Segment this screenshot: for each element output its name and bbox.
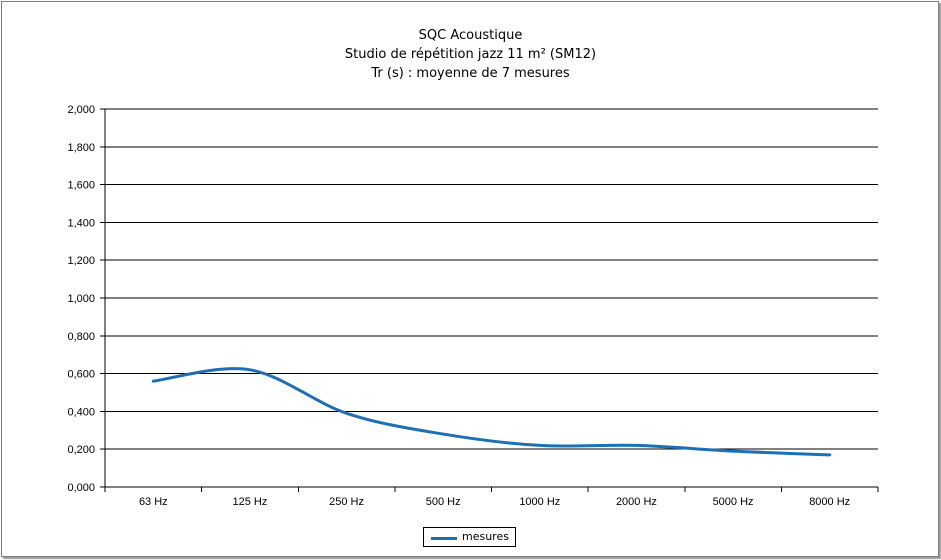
legend-swatch bbox=[431, 537, 457, 540]
x-tick-label: 125 Hz bbox=[233, 496, 268, 508]
y-tick-label: 0,000 bbox=[67, 482, 95, 494]
x-tick-label: 2000 Hz bbox=[616, 496, 657, 508]
x-tick-label: 1000 Hz bbox=[519, 496, 560, 508]
y-tick-label: 1,000 bbox=[67, 293, 95, 305]
y-tick-label: 2,000 bbox=[67, 104, 95, 116]
series-line-mesures bbox=[151, 367, 832, 457]
y-tick-label: 0,800 bbox=[67, 331, 95, 343]
x-tick-label: 8000 Hz bbox=[809, 496, 850, 508]
y-tick-label: 1,400 bbox=[67, 217, 95, 229]
chart-subtitle: Studio de répétition jazz 11 m² (SM12) bbox=[344, 47, 597, 62]
x-tick-label: 5000 Hz bbox=[713, 496, 754, 508]
chart-title: SQC Acoustique bbox=[418, 28, 523, 43]
legend: mesures bbox=[423, 527, 516, 547]
y-tick-label: 1,200 bbox=[67, 255, 95, 267]
x-tick-label: 63 Hz bbox=[139, 496, 168, 508]
y-tick-label: 0,200 bbox=[67, 444, 95, 456]
y-tick-label: 0,600 bbox=[67, 369, 95, 381]
y-tick-label: 0,400 bbox=[67, 406, 95, 418]
y-tick-label: 1,800 bbox=[67, 142, 95, 154]
y-tick-label: 1,600 bbox=[67, 180, 95, 192]
legend-label: mesures bbox=[462, 530, 509, 543]
x-tick-label: 500 Hz bbox=[426, 496, 461, 508]
x-tick-label: 250 Hz bbox=[329, 496, 364, 508]
chart-subtitle-2: Tr (s) : moyenne de 7 mesures bbox=[371, 66, 570, 81]
